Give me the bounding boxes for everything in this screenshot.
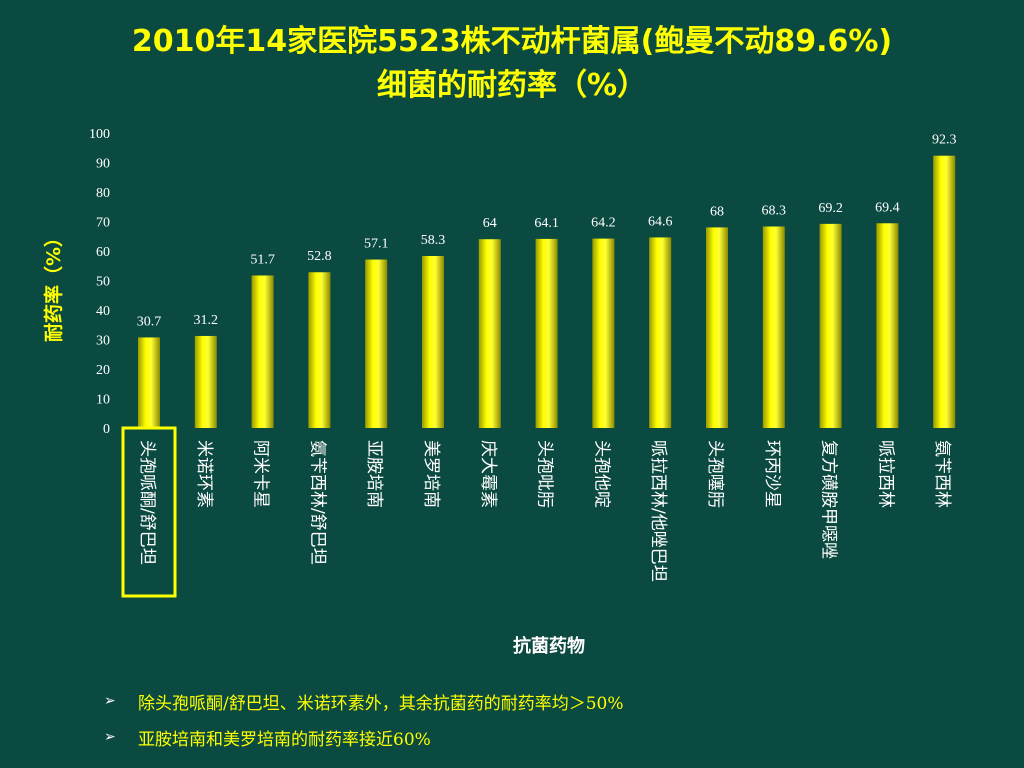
data-label: 92.3 bbox=[932, 133, 957, 148]
y-tick-label: 70 bbox=[96, 216, 110, 231]
y-tick-label: 100 bbox=[89, 127, 110, 142]
bar bbox=[876, 223, 899, 428]
arrow-bullet-icon: ➢ bbox=[104, 729, 116, 745]
title-line-1: 2010年14家医院5523株不动杆菌属(鲍曼不动89.6%) bbox=[131, 24, 893, 59]
bar bbox=[138, 337, 160, 428]
y-tick-label: 10 bbox=[96, 393, 110, 408]
x-tick-label: 亚胺培南 bbox=[364, 440, 384, 508]
y-tick-label: 80 bbox=[96, 186, 110, 201]
y-tick-label: 30 bbox=[96, 334, 110, 349]
highlight-box bbox=[121, 426, 177, 598]
bar bbox=[478, 239, 501, 428]
x-axis-labels: 头孢哌酮/舒巴坦 米诺环素 阿米卡星 氨苄西林/舒巴坦 亚胺培南 美罗培南 庆大霉素 头孢吡肟… bbox=[121, 426, 952, 598]
x-tick-label: 氨苄西林/舒巴坦 bbox=[307, 440, 327, 565]
arrow-bullet-icon: ➢ bbox=[104, 693, 116, 709]
value-labels: 30.7 31.2 51.7 52.8 57.1 58.3 64 64.1 64.2 64.6 68… bbox=[137, 133, 957, 330]
bar bbox=[649, 237, 672, 428]
y-tick-label: 40 bbox=[96, 304, 110, 319]
x-tick-label: 氨苄西林 bbox=[932, 440, 952, 508]
slide-title: 2010年14家医院5523株不动杆菌属(鲍曼不动89.6%) 细菌的耐药率（%… bbox=[0, 20, 1024, 108]
x-axis-title: 抗菌药物 bbox=[513, 635, 585, 657]
bar bbox=[194, 335, 217, 428]
bar bbox=[592, 238, 615, 428]
x-tick-label: 美罗培南 bbox=[421, 440, 441, 508]
bullet-text: 亚胺培南和美罗培南的耐药率接近60% bbox=[138, 729, 431, 750]
x-tick-label: 阿米卡星 bbox=[251, 440, 271, 508]
x-tick-label: 复方磺胺甲噁唑 bbox=[819, 440, 839, 559]
title-line-2: 细菌的耐药率（%） bbox=[376, 68, 648, 103]
data-label: 57.1 bbox=[364, 237, 389, 252]
y-tick-label: 60 bbox=[96, 245, 110, 260]
y-tick-label: 50 bbox=[96, 275, 110, 290]
data-label: 31.2 bbox=[194, 313, 219, 328]
y-axis-ticks: 0 10 20 30 40 50 60 70 80 90 100 bbox=[89, 127, 110, 437]
data-label: 64.2 bbox=[591, 216, 616, 231]
x-tick-label: 环丙沙星 bbox=[762, 440, 782, 508]
data-label: 69.4 bbox=[875, 200, 900, 215]
bar bbox=[365, 259, 388, 428]
bullet-list: ➢ 除头孢哌酮/舒巴坦、米诺环素外，其余抗菌药的耐药率均＞50% ➢ 亚胺培南和… bbox=[104, 683, 624, 755]
y-tick-label: 0 bbox=[103, 422, 110, 437]
data-label: 64.6 bbox=[648, 214, 673, 229]
data-label: 69.2 bbox=[818, 201, 843, 216]
bar bbox=[308, 272, 331, 428]
bars-group bbox=[138, 155, 956, 428]
data-label: 68.3 bbox=[762, 204, 787, 219]
data-label: 64 bbox=[483, 216, 497, 231]
data-label: 52.8 bbox=[307, 249, 332, 264]
data-label: 64.1 bbox=[534, 216, 559, 231]
y-tick-label: 20 bbox=[96, 363, 110, 378]
bar bbox=[819, 223, 842, 428]
data-label: 58.3 bbox=[421, 233, 446, 248]
x-tick-label: 米诺环素 bbox=[194, 440, 214, 508]
x-tick-label: 头孢吡肟 bbox=[535, 440, 555, 508]
x-tick-label: 哌拉西林/他唑巴坦 bbox=[648, 440, 668, 582]
bar bbox=[706, 227, 728, 428]
x-tick-label: 头孢哌酮/舒巴坦 bbox=[137, 440, 157, 565]
bullet-item: ➢ 亚胺培南和美罗培南的耐药率接近60% bbox=[104, 719, 624, 755]
y-tick-label: 90 bbox=[96, 157, 110, 172]
x-tick-label: 哌拉西林 bbox=[875, 440, 895, 508]
data-label: 30.7 bbox=[137, 314, 162, 329]
bullet-item: ➢ 除头孢哌酮/舒巴坦、米诺环素外，其余抗菌药的耐药率均＞50% bbox=[104, 683, 624, 719]
x-tick-label: 庆大霉素 bbox=[478, 440, 498, 508]
bar bbox=[535, 238, 558, 428]
x-tick-label: 头孢他啶 bbox=[591, 440, 611, 508]
bar bbox=[933, 155, 956, 428]
bar bbox=[762, 226, 785, 428]
data-label: 68 bbox=[710, 204, 724, 219]
x-tick-label: 头孢噻肟 bbox=[705, 440, 725, 508]
bar bbox=[251, 275, 274, 428]
data-label: 51.7 bbox=[250, 252, 275, 267]
bullet-text: 除头孢哌酮/舒巴坦、米诺环素外，其余抗菌药的耐药率均＞50% bbox=[138, 693, 624, 714]
bar bbox=[422, 256, 444, 428]
y-axis-title: 耐药率（%） bbox=[42, 228, 65, 342]
